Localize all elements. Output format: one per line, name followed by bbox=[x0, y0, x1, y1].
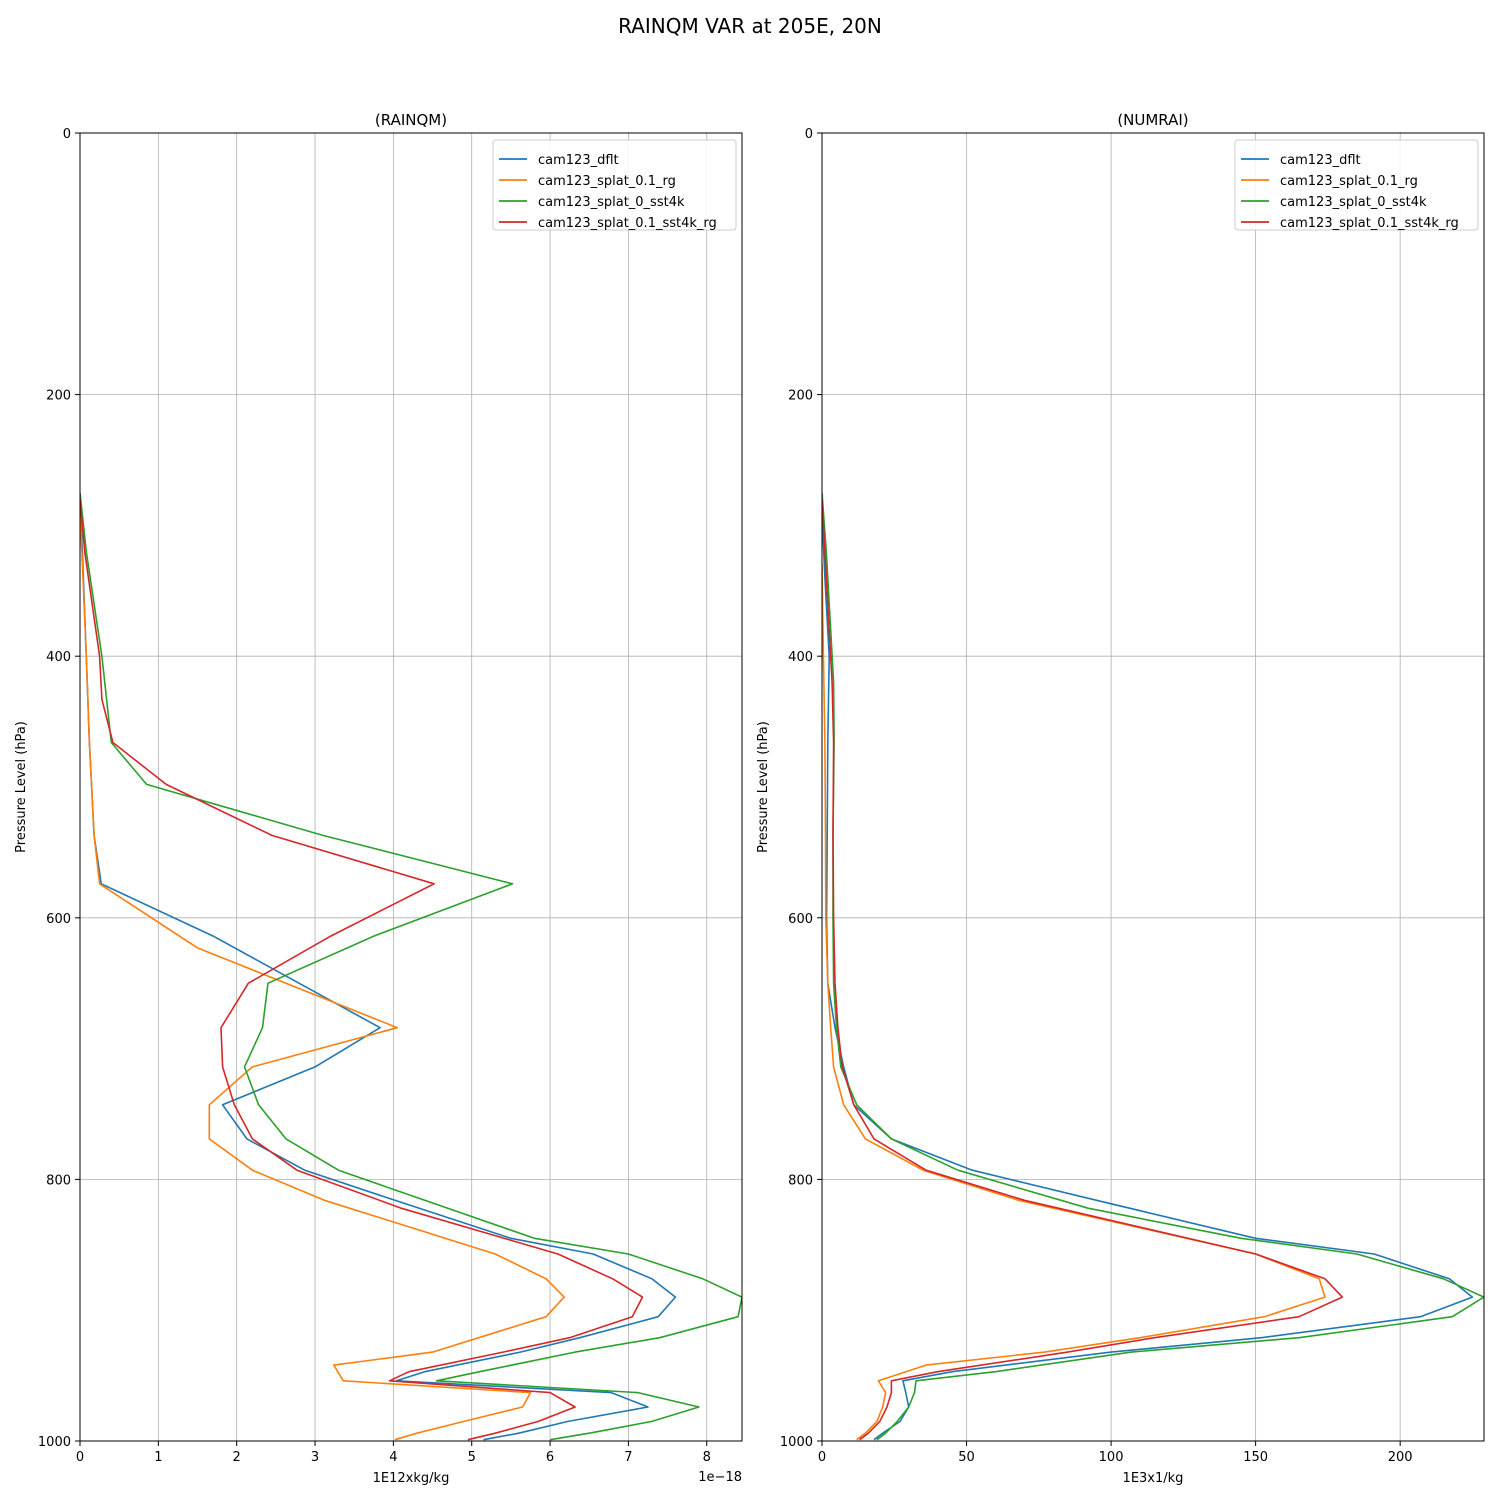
y-axis-label: Pressure Level (hPa) bbox=[756, 721, 771, 853]
legend: cam123_dflt cam123_splat_0.1_rg cam123_spl… bbox=[1234, 139, 1479, 231]
x-tick-label: 0 bbox=[76, 1450, 84, 1465]
panel-title: (RAINQM) bbox=[375, 111, 447, 129]
x-tick-label: 6 bbox=[546, 1450, 554, 1465]
y-tick-label: 800 bbox=[788, 1173, 813, 1188]
legend-box bbox=[1234, 139, 1479, 231]
x-tick-label: 200 bbox=[1388, 1450, 1413, 1465]
series-line-cam123_splat_0.1_rg bbox=[822, 564, 1326, 1441]
legend-label: cam123_splat_0.1_sst4k_rg bbox=[1280, 216, 1459, 231]
axes-frame bbox=[79, 132, 743, 1442]
y-tick-label: 1000 bbox=[38, 1435, 71, 1450]
legend-label: cam123_splat_0.1_rg bbox=[1280, 174, 1418, 189]
grid bbox=[79, 132, 742, 1442]
x-tick-label: 8 bbox=[703, 1450, 711, 1465]
legend-label: cam123_splat_0_sst4k bbox=[1280, 195, 1427, 210]
axes-frame bbox=[821, 132, 1485, 1442]
legend-label: cam123_dflt bbox=[1280, 153, 1361, 168]
y-tick-label: 400 bbox=[46, 650, 71, 665]
figure-title: RAINQM VAR at 205E, 20N bbox=[618, 14, 882, 38]
y-tick-label: 0 bbox=[63, 127, 71, 142]
legend-label: cam123_splat_0_sst4k bbox=[538, 195, 685, 210]
panel-title: (NUMRAI) bbox=[1117, 111, 1188, 129]
legend: cam123_dflt cam123_splat_0.1_rg cam123_spl… bbox=[492, 139, 737, 231]
x-tick-label: 2 bbox=[233, 1450, 241, 1465]
x-tick-label: 5 bbox=[468, 1450, 476, 1465]
series-line-cam123_dflt bbox=[822, 512, 1474, 1441]
series-line-cam123_splat_0.1_sst4k_rg bbox=[822, 499, 1344, 1441]
legend-label: cam123_splat_0.1_sst4k_rg bbox=[538, 216, 717, 231]
x-tick-label: 3 bbox=[311, 1450, 319, 1465]
panel-rainqm: 0 1 2 3 4 5 6 7 8 0 200 400 600 800 1000 (RAINQM) 1E12xk… bbox=[14, 111, 743, 1486]
series-line-cam123_splat_0_sst4k bbox=[822, 492, 1484, 1441]
y-tick-label: 800 bbox=[46, 1173, 71, 1188]
series-line-cam123_splat_0_sst4k bbox=[80, 492, 742, 1441]
series-line-cam123_splat_0.1_sst4k_rg bbox=[80, 499, 644, 1441]
series-group bbox=[80, 492, 742, 1441]
x-tick-label: 50 bbox=[958, 1450, 975, 1465]
series-group bbox=[822, 492, 1484, 1441]
x-tick-label: 100 bbox=[1099, 1450, 1124, 1465]
x-tick-label: 150 bbox=[1243, 1450, 1268, 1465]
y-tick-label: 200 bbox=[788, 389, 813, 404]
x-axis-label: 1E12xkg/kg bbox=[373, 1471, 450, 1486]
x-tick-label: 0 bbox=[818, 1450, 826, 1465]
x-offset-text: 1e−18 bbox=[698, 1470, 742, 1485]
x-tick-label: 1 bbox=[154, 1450, 162, 1465]
grid bbox=[821, 132, 1484, 1442]
x-tick-label: 4 bbox=[389, 1450, 397, 1465]
panel-numrai: 0 50 100 150 200 0 200 400 600 800 1000 (NUMRAI) 1E3… bbox=[756, 111, 1485, 1486]
y-tick-label: 600 bbox=[46, 912, 71, 927]
legend-box bbox=[492, 139, 737, 231]
legend-label: cam123_dflt bbox=[538, 153, 619, 168]
y-axis-label: Pressure Level (hPa) bbox=[14, 721, 29, 853]
y-tick-label: 1000 bbox=[780, 1435, 813, 1450]
x-axis-label: 1E3x1/kg bbox=[1123, 1471, 1184, 1486]
series-line-cam123_dflt bbox=[80, 499, 677, 1441]
y-tick-label: 0 bbox=[805, 127, 813, 142]
legend-label: cam123_splat_0.1_rg bbox=[538, 174, 676, 189]
y-tick-label: 600 bbox=[788, 912, 813, 927]
series-line-cam123_splat_0.1_rg bbox=[80, 512, 565, 1441]
y-tick-label: 200 bbox=[46, 389, 71, 404]
x-tick-label: 7 bbox=[624, 1450, 632, 1465]
y-tick-label: 400 bbox=[788, 650, 813, 665]
